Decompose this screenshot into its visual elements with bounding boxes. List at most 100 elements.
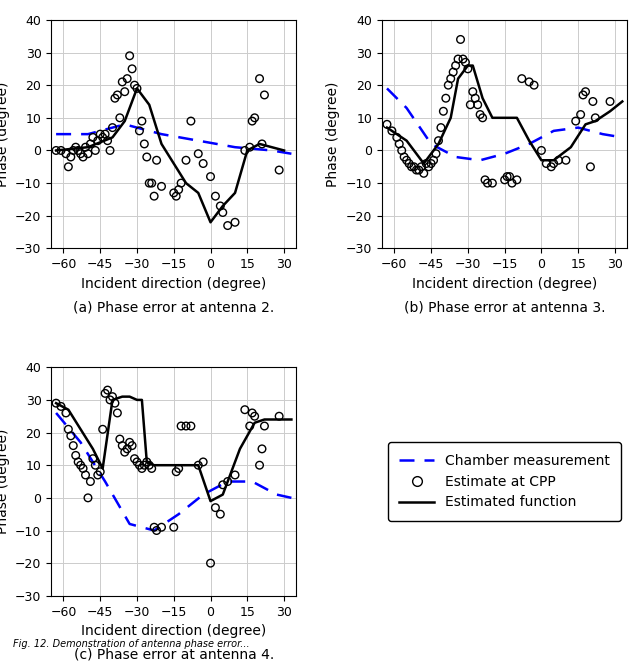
X-axis label: Incident direction (degree): Incident direction (degree) xyxy=(81,624,266,638)
Point xyxy=(61,408,71,418)
Point xyxy=(247,408,257,418)
Point xyxy=(125,437,135,448)
Point xyxy=(134,460,145,471)
Y-axis label: Phase (degree): Phase (degree) xyxy=(326,81,340,187)
Point xyxy=(144,178,154,189)
Point xyxy=(394,138,404,149)
Point xyxy=(76,460,86,471)
Point xyxy=(259,421,269,432)
Point xyxy=(433,135,444,146)
Point xyxy=(399,152,409,162)
Point xyxy=(541,158,552,169)
Point xyxy=(56,145,66,156)
Y-axis label: Phase (degree): Phase (degree) xyxy=(0,429,10,534)
Point xyxy=(66,152,76,162)
Point xyxy=(132,457,142,467)
Point xyxy=(100,388,110,399)
Point xyxy=(548,158,559,169)
Point xyxy=(502,171,512,182)
Point xyxy=(421,158,431,169)
Point xyxy=(181,155,191,166)
Point xyxy=(147,463,157,474)
Point xyxy=(95,129,106,140)
Point xyxy=(176,178,186,189)
Point xyxy=(141,457,152,467)
Point xyxy=(588,96,598,107)
Point xyxy=(100,129,110,140)
Point xyxy=(483,178,493,189)
Point xyxy=(419,168,429,179)
Point xyxy=(112,89,122,100)
Point xyxy=(409,162,419,172)
Point xyxy=(63,162,74,172)
Point xyxy=(115,434,125,444)
Point xyxy=(173,463,184,474)
Point xyxy=(129,80,140,91)
Point xyxy=(458,54,468,64)
Point xyxy=(152,155,162,166)
Point xyxy=(205,171,216,182)
Point xyxy=(413,165,424,175)
Point xyxy=(468,87,478,97)
Point xyxy=(578,89,588,100)
Point xyxy=(218,207,228,218)
Point xyxy=(193,460,204,471)
Point xyxy=(387,126,397,136)
Point xyxy=(223,476,233,487)
Point xyxy=(156,181,166,192)
Point xyxy=(198,158,208,169)
Point xyxy=(512,175,522,185)
Point xyxy=(575,109,586,120)
Point xyxy=(401,155,412,166)
Point xyxy=(438,106,449,117)
Point xyxy=(140,138,150,149)
Point xyxy=(546,162,556,172)
Point xyxy=(424,162,434,172)
Point xyxy=(516,73,527,84)
Point xyxy=(218,479,228,490)
Point xyxy=(149,191,159,201)
Point xyxy=(137,463,147,474)
Point xyxy=(255,460,265,471)
Point xyxy=(215,201,225,211)
Point xyxy=(274,411,284,422)
Point xyxy=(115,113,125,123)
Point xyxy=(475,109,485,120)
Point xyxy=(105,395,115,405)
Point xyxy=(168,187,179,198)
Point xyxy=(83,148,93,159)
Point xyxy=(81,142,91,152)
Point xyxy=(95,467,106,477)
Point xyxy=(448,67,458,77)
Legend: Chamber measurement, Estimate at CPP, Estimated function: Chamber measurement, Estimate at CPP, Es… xyxy=(388,442,621,520)
Point xyxy=(193,148,204,159)
Point xyxy=(120,87,130,97)
Point xyxy=(90,145,100,156)
Point xyxy=(453,54,463,64)
Point xyxy=(504,171,515,182)
Text: Fig. 12. Demonstration of antenna phase error...: Fig. 12. Demonstration of antenna phase … xyxy=(13,639,250,649)
Point xyxy=(240,404,250,415)
Point xyxy=(250,411,260,422)
Point xyxy=(105,145,115,156)
Point xyxy=(88,132,98,143)
Point xyxy=(230,217,240,228)
Point xyxy=(102,135,113,146)
Point xyxy=(250,113,260,123)
Point xyxy=(93,470,103,481)
Point xyxy=(445,73,456,84)
Point xyxy=(63,424,74,434)
Point xyxy=(480,175,490,185)
Point xyxy=(81,470,91,481)
Point xyxy=(120,447,130,457)
Point xyxy=(186,116,196,126)
Point xyxy=(436,122,446,133)
Point xyxy=(156,522,166,532)
Point xyxy=(500,175,510,185)
Point xyxy=(97,424,108,434)
Point xyxy=(73,145,83,156)
Point xyxy=(181,421,191,432)
Point xyxy=(465,99,476,110)
Point xyxy=(117,77,127,87)
Point xyxy=(561,155,571,166)
